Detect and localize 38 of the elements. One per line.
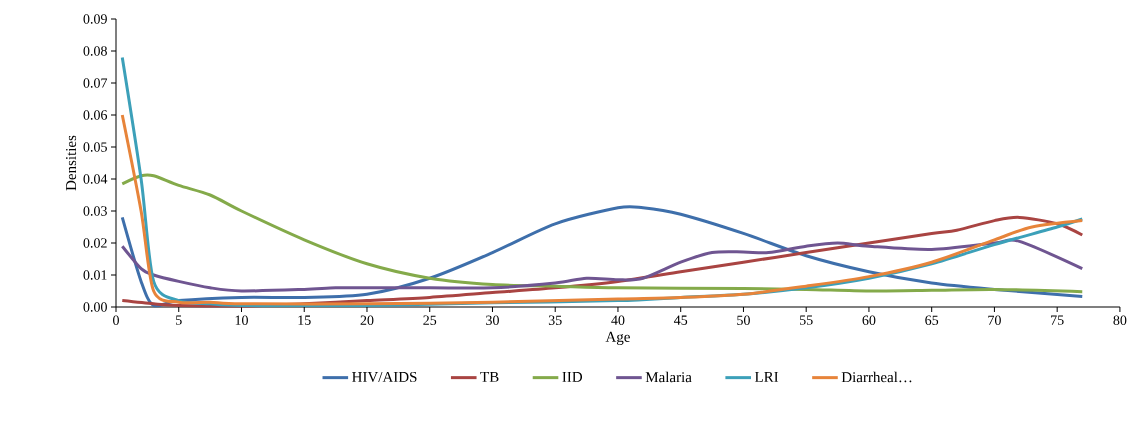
line-series [120,173,1084,294]
y-tick-label: 0.01 [83,270,107,280]
y-tick-label: 0.05 [83,142,107,152]
y-tick-label: 0.09 [83,14,107,24]
y-tick-label: 0.02 [83,238,107,248]
x-tick-label: 10 [235,315,248,325]
legend-label: IID [562,371,583,382]
x-tick-label: 65 [925,315,939,325]
x-axis-title: Age [605,331,630,345]
y-tick-label: 0.03 [83,206,107,216]
y-tick-label: 0.06 [83,110,108,120]
line-series [120,238,1084,293]
y-tick-label: 0.04 [83,174,108,184]
y-tick-label: 0.00 [83,302,107,312]
y-tick-label: 0.07 [83,78,108,88]
x-tick-label: 35 [548,315,562,325]
x-tick-label: 5 [176,315,182,325]
x-tick-label: 55 [800,315,813,325]
x-tick-label: 30 [486,315,499,325]
x-tick-label: 15 [298,315,311,325]
y-axis-title: Densities [66,135,77,191]
x-tick-label: 50 [737,315,750,325]
x-tick-label: 45 [673,315,688,325]
x-tick-label: 70 [988,315,1001,325]
y-tick-label: 0.08 [83,46,107,56]
x-tick-label: 20 [360,315,374,325]
line-series [120,113,1084,306]
legend-label: Diarrheal… [841,371,912,383]
x-tick-label: 60 [862,315,876,325]
legend-label: Malaria [645,371,692,383]
legend-label: TB [480,371,499,382]
x-tick-label: 75 [1051,315,1064,325]
x-tick-label: 0 [113,315,119,325]
legend-label: LRI [754,371,779,382]
x-tick-label: 80 [1113,315,1127,325]
legend-label: HIV/AIDS [352,371,417,383]
x-tick-label: 40 [611,315,625,325]
x-tick-label: 25 [423,315,437,325]
